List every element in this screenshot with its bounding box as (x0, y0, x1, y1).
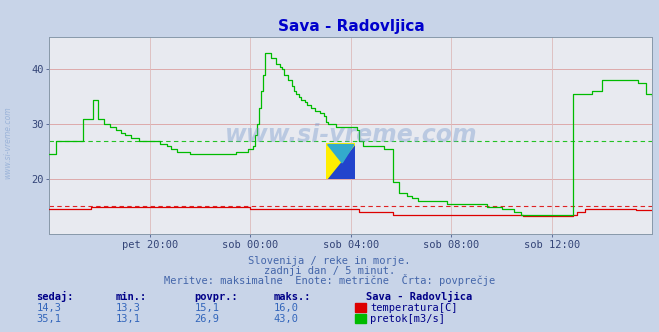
Text: temperatura[C]: temperatura[C] (370, 303, 458, 313)
Text: Meritve: maksimalne  Enote: metrične  Črta: povprečje: Meritve: maksimalne Enote: metrične Črta… (164, 274, 495, 286)
Title: Sava - Radovljica: Sava - Radovljica (277, 19, 424, 34)
Text: 16,0: 16,0 (273, 303, 299, 313)
Text: 35,1: 35,1 (36, 314, 61, 324)
Text: 14,3: 14,3 (36, 303, 61, 313)
Text: www.si-vreme.com: www.si-vreme.com (3, 107, 13, 179)
Text: zadnji dan / 5 minut.: zadnji dan / 5 minut. (264, 266, 395, 276)
Text: 13,3: 13,3 (115, 303, 140, 313)
Text: min.:: min.: (115, 292, 146, 302)
Text: pretok[m3/s]: pretok[m3/s] (370, 314, 445, 324)
Text: sedaj:: sedaj: (36, 291, 74, 302)
Text: 43,0: 43,0 (273, 314, 299, 324)
Text: 13,1: 13,1 (115, 314, 140, 324)
Text: povpr.:: povpr.: (194, 292, 238, 302)
Text: www.si-vreme.com: www.si-vreme.com (225, 123, 477, 147)
Polygon shape (326, 143, 355, 179)
Text: Slovenija / reke in morje.: Slovenija / reke in morje. (248, 256, 411, 266)
Text: Sava - Radovljica: Sava - Radovljica (366, 291, 472, 302)
Text: 15,1: 15,1 (194, 303, 219, 313)
Text: 26,9: 26,9 (194, 314, 219, 324)
Text: maks.:: maks.: (273, 292, 311, 302)
Polygon shape (328, 144, 354, 163)
Polygon shape (326, 143, 355, 179)
